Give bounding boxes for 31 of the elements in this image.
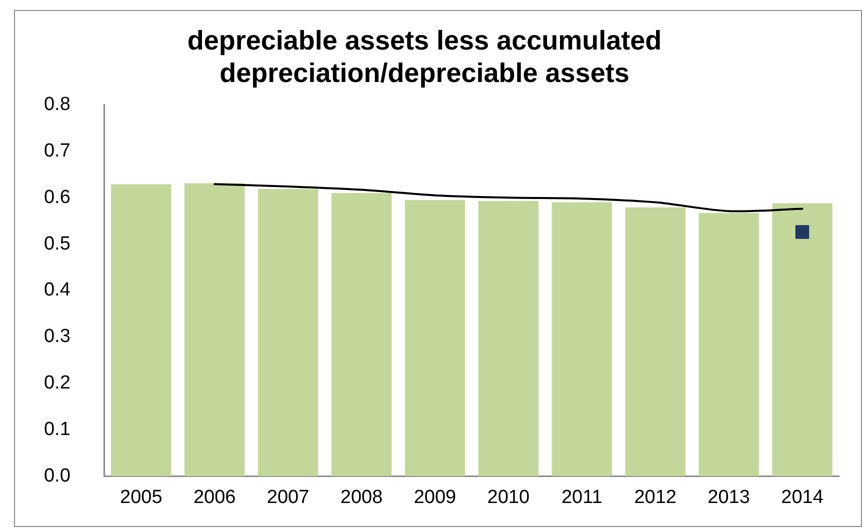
bar bbox=[404, 200, 466, 476]
bar bbox=[552, 202, 612, 476]
x-tick-label: 2008 bbox=[340, 486, 383, 508]
bar bbox=[478, 200, 539, 476]
y-tick-label: 0.8 bbox=[44, 94, 70, 116]
line-series bbox=[214, 183, 804, 212]
y-tick-label: 0.0 bbox=[44, 465, 70, 486]
y-tick-label: 0.7 bbox=[44, 140, 70, 162]
x-tick-label: 2005 bbox=[120, 486, 162, 508]
x-tick-label: 2014 bbox=[781, 486, 824, 508]
chart-title: depreciable assets less accumulated depreciation/depreciable assets bbox=[187, 26, 662, 88]
y-tick-label: 0.4 bbox=[44, 280, 71, 301]
y-tick-label: 0.5 bbox=[44, 233, 70, 254]
y-tick-label: 0.2 bbox=[44, 372, 70, 394]
x-tick-label: 2011 bbox=[561, 486, 602, 508]
y-tick-label: 0.1 bbox=[44, 419, 70, 440]
bar bbox=[625, 207, 686, 476]
bar bbox=[772, 203, 832, 476]
bar bbox=[184, 183, 245, 476]
bar bbox=[331, 193, 392, 476]
y-tick-label: 0.3 bbox=[44, 326, 70, 348]
x-tick-label: 2013 bbox=[708, 486, 750, 508]
bar bbox=[111, 184, 172, 476]
x-tick-label: 2009 bbox=[414, 486, 456, 508]
x-tick-label: 2010 bbox=[487, 486, 530, 508]
x-tick-label: 2012 bbox=[634, 486, 676, 508]
bar bbox=[258, 188, 318, 476]
y-tick-label: 0.6 bbox=[44, 186, 70, 208]
x-tick-label: 2007 bbox=[266, 486, 310, 508]
bar bbox=[698, 212, 759, 476]
x-tick-label: 2006 bbox=[193, 486, 236, 508]
